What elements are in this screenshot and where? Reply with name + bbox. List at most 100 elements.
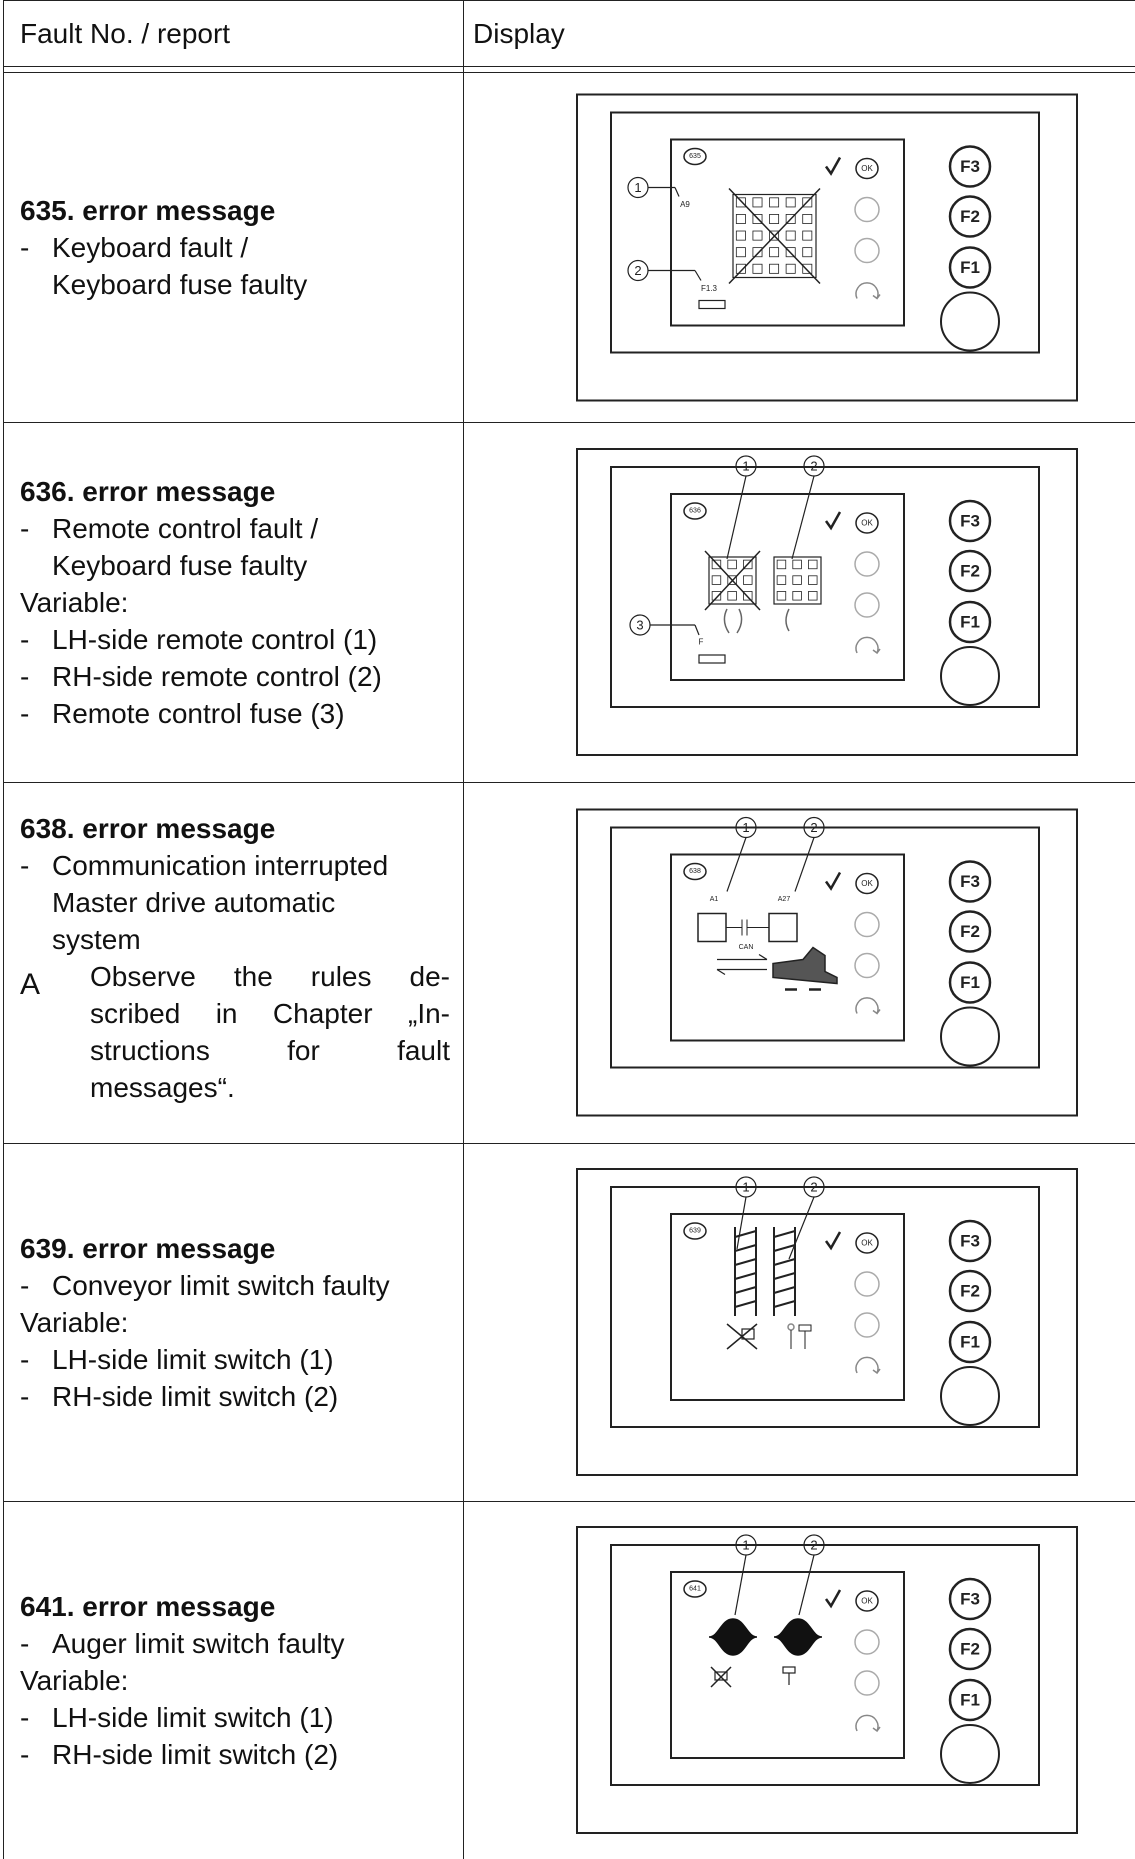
fault-item: - Auger limit switch faulty — [20, 1625, 450, 1662]
text-line: system — [52, 924, 141, 955]
rect — [808, 591, 818, 601]
note-line: messages“. — [90, 1072, 235, 1103]
key — [948, 246, 992, 289]
indicator — [854, 551, 880, 577]
rect — [727, 591, 737, 601]
rule — [3, 0, 1135, 1]
rule — [3, 422, 1135, 423]
label: F1.3 — [701, 284, 718, 293]
rect — [741, 1328, 755, 1340]
fault-text: 639. error message - Conveyor limit switch… — [3, 1230, 450, 1415]
line — [794, 837, 815, 892]
line — [734, 1554, 747, 1616]
fault-item: Variable: — [20, 584, 450, 621]
key — [948, 1269, 992, 1313]
line — [773, 1258, 796, 1266]
code-badge — [683, 1222, 707, 1240]
label: F — [699, 638, 704, 647]
label: OK — [861, 879, 873, 888]
line — [798, 1554, 815, 1616]
label: OK — [861, 519, 873, 528]
label: F3 — [960, 512, 980, 531]
dash: - — [20, 697, 30, 729]
code-badge — [683, 147, 707, 166]
rect — [711, 559, 722, 570]
label: 1 — [634, 180, 641, 195]
rect — [610, 111, 1040, 354]
dash: - — [20, 512, 30, 544]
rect — [727, 559, 737, 570]
rect — [752, 214, 763, 224]
label: CAN — [739, 944, 754, 951]
text-line: Variable: — [20, 586, 129, 618]
rect — [769, 214, 780, 224]
rect — [785, 197, 796, 208]
key — [948, 1320, 992, 1364]
rect — [714, 1671, 728, 1681]
label: 2 — [634, 263, 641, 278]
rect — [735, 214, 746, 224]
rect — [708, 556, 757, 605]
ok-button — [855, 872, 879, 895]
label: F1 — [960, 258, 980, 277]
indicator — [854, 196, 880, 223]
label: F3 — [960, 1590, 980, 1609]
rect — [743, 559, 753, 570]
rect — [768, 912, 798, 943]
rect — [802, 197, 813, 208]
fault-text: 638. error message - Communication interru… — [3, 810, 450, 1106]
label: OK — [861, 1239, 873, 1248]
display-figure: F3 F2 F1 OK 639 1 2 — [576, 1168, 1078, 1476]
text-line: Communication interrupted — [52, 850, 389, 881]
label: F2 — [960, 207, 980, 226]
indicator — [854, 1670, 880, 1696]
arrow-icon — [855, 997, 881, 1015]
key — [948, 910, 992, 953]
line — [726, 475, 747, 560]
fault-title: 641. error message — [20, 1590, 276, 1622]
switch — [787, 1323, 795, 1331]
dash: - — [20, 660, 30, 692]
fault-item: - Keyboard fault / Keyboard fuse faulty — [20, 229, 450, 303]
rule — [3, 782, 1135, 783]
rect — [670, 853, 905, 1042]
key — [948, 860, 992, 903]
rule — [3, 0, 4, 1859]
rect — [610, 1186, 1040, 1428]
dash: - — [20, 1269, 30, 1301]
text-line: LH-side remote control (1) — [52, 623, 378, 655]
header-cell: Display — [473, 18, 565, 49]
note-line: scribed in Chapter „In- — [90, 998, 450, 1029]
key — [940, 291, 1000, 352]
line — [726, 837, 747, 892]
label: A27 — [778, 896, 791, 903]
check — [824, 156, 842, 176]
note: A Observe the rules de-scribed in Chapter… — [20, 958, 450, 1106]
display-figure: F3 F2 F1 OK 636 1 2 3 F — [576, 448, 1078, 756]
label: F1 — [960, 1333, 980, 1352]
indicator — [854, 1629, 880, 1655]
fault-item: - Conveyor limit switch faulty — [20, 1267, 450, 1304]
rect — [802, 214, 813, 224]
label: 1 — [742, 1180, 749, 1195]
rect — [576, 808, 1078, 1117]
code-badge — [683, 862, 707, 881]
rect — [785, 263, 796, 274]
label: OK — [861, 164, 873, 173]
row: 638. error message - Communication interru… — [3, 782, 463, 1143]
fault-text: 641. error message - Auger limit switch fa… — [3, 1588, 450, 1773]
fault-item: - RH-side limit switch (2) — [20, 1736, 450, 1773]
label: 3 — [636, 618, 643, 633]
line — [694, 270, 702, 281]
line — [758, 953, 768, 961]
note-line: structions for fault — [90, 1035, 450, 1066]
label: F1 — [960, 973, 980, 992]
label: 2 — [810, 820, 817, 835]
arrow-icon — [855, 282, 881, 300]
label: 638 — [689, 868, 701, 875]
fault-item: - LH-side limit switch (1) — [20, 1341, 450, 1378]
line — [773, 1286, 796, 1294]
key — [948, 1627, 992, 1671]
key — [948, 195, 992, 238]
rect — [743, 575, 753, 585]
